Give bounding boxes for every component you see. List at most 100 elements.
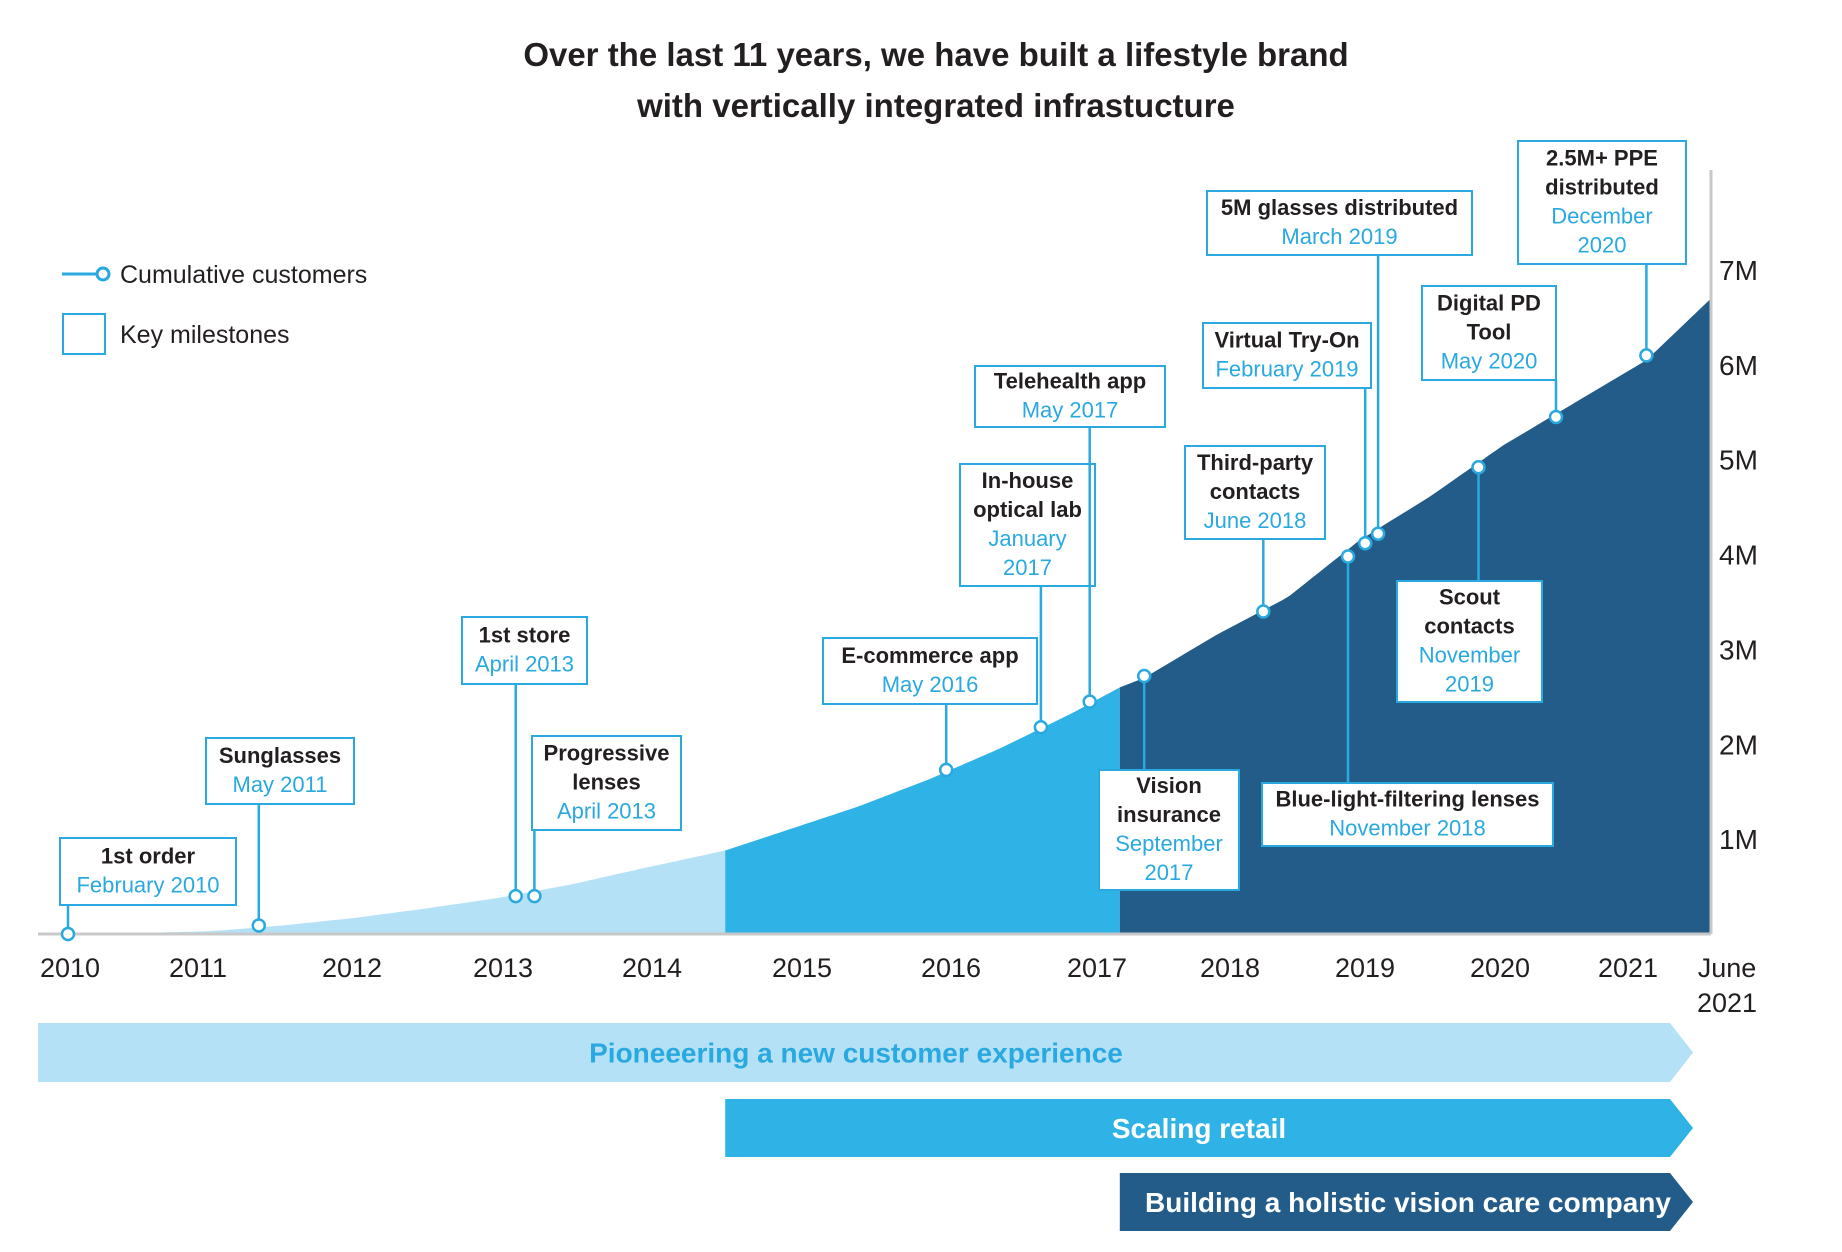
milestone-date: May 2017 <box>1022 398 1119 423</box>
milestone-date: March 2019 <box>1281 224 1397 249</box>
chart-title-line-2: with vertically integrated infrastucture <box>636 87 1235 124</box>
milestone-title: Telehealth app <box>994 369 1146 394</box>
milestone-marker <box>1357 535 1373 551</box>
chart-title-line-1: Over the last 11 years, we have built a … <box>523 36 1348 73</box>
milestone-title: Blue-light-filtering lenses <box>1275 787 1539 812</box>
milestone: Virtual Try-On February 2019 <box>1202 322 1373 551</box>
x-tick-label-2019: 2019 <box>1335 953 1395 983</box>
milestone: In-house optical lab January 2017 <box>959 463 1096 735</box>
milestone-marker <box>1639 348 1654 363</box>
x-tick-label-june-2021-year: 2021 <box>1697 988 1757 1018</box>
y-tick-label-1M: 1M <box>1719 824 1758 855</box>
milestone-marker <box>251 918 267 933</box>
legend-circle-marker <box>95 266 111 282</box>
milestone-marker <box>508 888 523 904</box>
milestone-box <box>1261 782 1554 847</box>
milestone-box <box>1184 445 1326 540</box>
milestone-marker <box>1082 694 1097 709</box>
area-phase-pioneering <box>68 850 726 934</box>
milestone-box <box>1206 190 1473 256</box>
band-vision-care: Building a holistic vision care company <box>1119 1173 1693 1231</box>
milestone-title: Scout <box>1439 585 1501 610</box>
milestone-box <box>1098 769 1240 891</box>
milestone-title: insurance <box>1117 802 1221 827</box>
x-axis-ticks: 2010 2011 2012 2013 2014 2015 2016 2017 2018 2019… <box>40 953 1757 1018</box>
band-arrow-shape <box>725 1099 1693 1157</box>
milestone: Blue-light-filtering lenses November 2018 <box>1261 549 1554 847</box>
y-tick-label-7M: 7M <box>1719 255 1758 286</box>
phase-bands: Pioneeering a new customer experience Sca… <box>38 1023 1693 1231</box>
milestone: Digital PD Tool May 2020 <box>1421 285 1564 425</box>
x-tick-label-2017: 2017 <box>1067 953 1127 983</box>
milestone-title: Digital PD <box>1437 291 1541 316</box>
milestone-date: 2017 <box>1145 860 1194 885</box>
milestone: E-commerce app May 2016 <box>822 637 1038 778</box>
milestone-marker <box>1033 719 1049 735</box>
x-tick-label-2013: 2013 <box>473 953 533 983</box>
milestone-box <box>974 365 1166 428</box>
milestone-marker <box>1340 549 1356 564</box>
milestone-title: Vision <box>1136 773 1202 798</box>
milestone-date: April 2013 <box>475 652 574 677</box>
x-tick-label-2021: 2021 <box>1598 953 1658 983</box>
milestone-box <box>822 637 1038 705</box>
x-tick-label-2014: 2014 <box>622 953 682 983</box>
band-scaling-retail: Scaling retail <box>725 1099 1693 1157</box>
y-tick-label-3M: 3M <box>1719 634 1758 665</box>
milestone-date: May 2011 <box>233 772 328 797</box>
legend-customers-label: Cumulative customers <box>120 261 367 289</box>
legend: Cumulative customers Key milestones <box>62 261 367 355</box>
y-axis-ticks: 1M 2M 3M 4M 5M 6M 7M <box>1719 255 1758 855</box>
x-tick-label-2016: 2016 <box>921 953 981 983</box>
milestone: Vision insurance September 2017 <box>1098 668 1240 891</box>
milestone-title: contacts <box>1424 614 1514 639</box>
milestone-date: November <box>1419 643 1520 668</box>
milestone-marker <box>60 926 76 942</box>
milestone-title: optical lab <box>973 497 1082 522</box>
milestone-title: Virtual Try-On <box>1214 328 1359 353</box>
milestone: 1st order February 2010 <box>59 837 237 942</box>
milestone-box <box>1202 322 1372 389</box>
milestone-date: 2020 <box>1578 233 1627 258</box>
y-tick-label-2M: 2M <box>1719 729 1758 760</box>
milestone-date: September <box>1115 831 1223 856</box>
band-label: Scaling retail <box>1112 1113 1286 1144</box>
milestone-title: 1st store <box>479 623 571 648</box>
milestone-box <box>1421 285 1557 381</box>
milestone-marker <box>1256 604 1271 619</box>
x-tick-label-2012: 2012 <box>322 953 382 983</box>
milestone-date: February 2010 <box>76 873 219 898</box>
milestone-marker <box>1548 409 1564 425</box>
milestone-title: Sunglasses <box>219 743 341 768</box>
band-arrow-shape <box>38 1023 1693 1082</box>
milestone-title: contacts <box>1210 479 1300 504</box>
y-tick-label-4M: 4M <box>1719 540 1758 571</box>
milestone-date: May 2020 <box>1441 349 1538 374</box>
milestone-box <box>461 616 588 685</box>
milestone-box <box>1396 580 1543 703</box>
milestone-date: February 2019 <box>1215 357 1358 382</box>
milestone-date: May 2016 <box>882 672 979 697</box>
milestone: Scout contacts November 2019 <box>1396 460 1543 703</box>
band-label: Building a holistic vision care company <box>1145 1187 1671 1218</box>
milestone-date: 2019 <box>1445 672 1494 697</box>
milestone-date: January <box>988 526 1066 551</box>
milestone-title: In-house <box>982 468 1074 493</box>
milestone-title: E-commerce app <box>841 643 1018 668</box>
milestone-date: 2017 <box>1003 555 1052 580</box>
legend-cumulative-customers: Cumulative customers <box>62 261 367 289</box>
milestone-title: 2.5M+ PPE <box>1546 146 1658 171</box>
milestone-title: lenses <box>572 770 641 795</box>
y-tick-label-6M: 6M <box>1719 350 1758 381</box>
milestone: 2.5M+ PPE distributed December 2020 <box>1517 140 1687 363</box>
milestone-date: December <box>1551 204 1652 229</box>
x-tick-label-june-2021: June <box>1698 953 1757 983</box>
milestone-date: June 2018 <box>1204 508 1307 533</box>
milestone-marker <box>1136 668 1152 684</box>
milestone-title: 1st order <box>101 844 196 869</box>
milestone-box <box>959 463 1096 587</box>
milestone-box <box>1517 140 1687 265</box>
milestone-title: Tool <box>1467 320 1512 345</box>
milestone-date: November 2018 <box>1329 816 1486 841</box>
